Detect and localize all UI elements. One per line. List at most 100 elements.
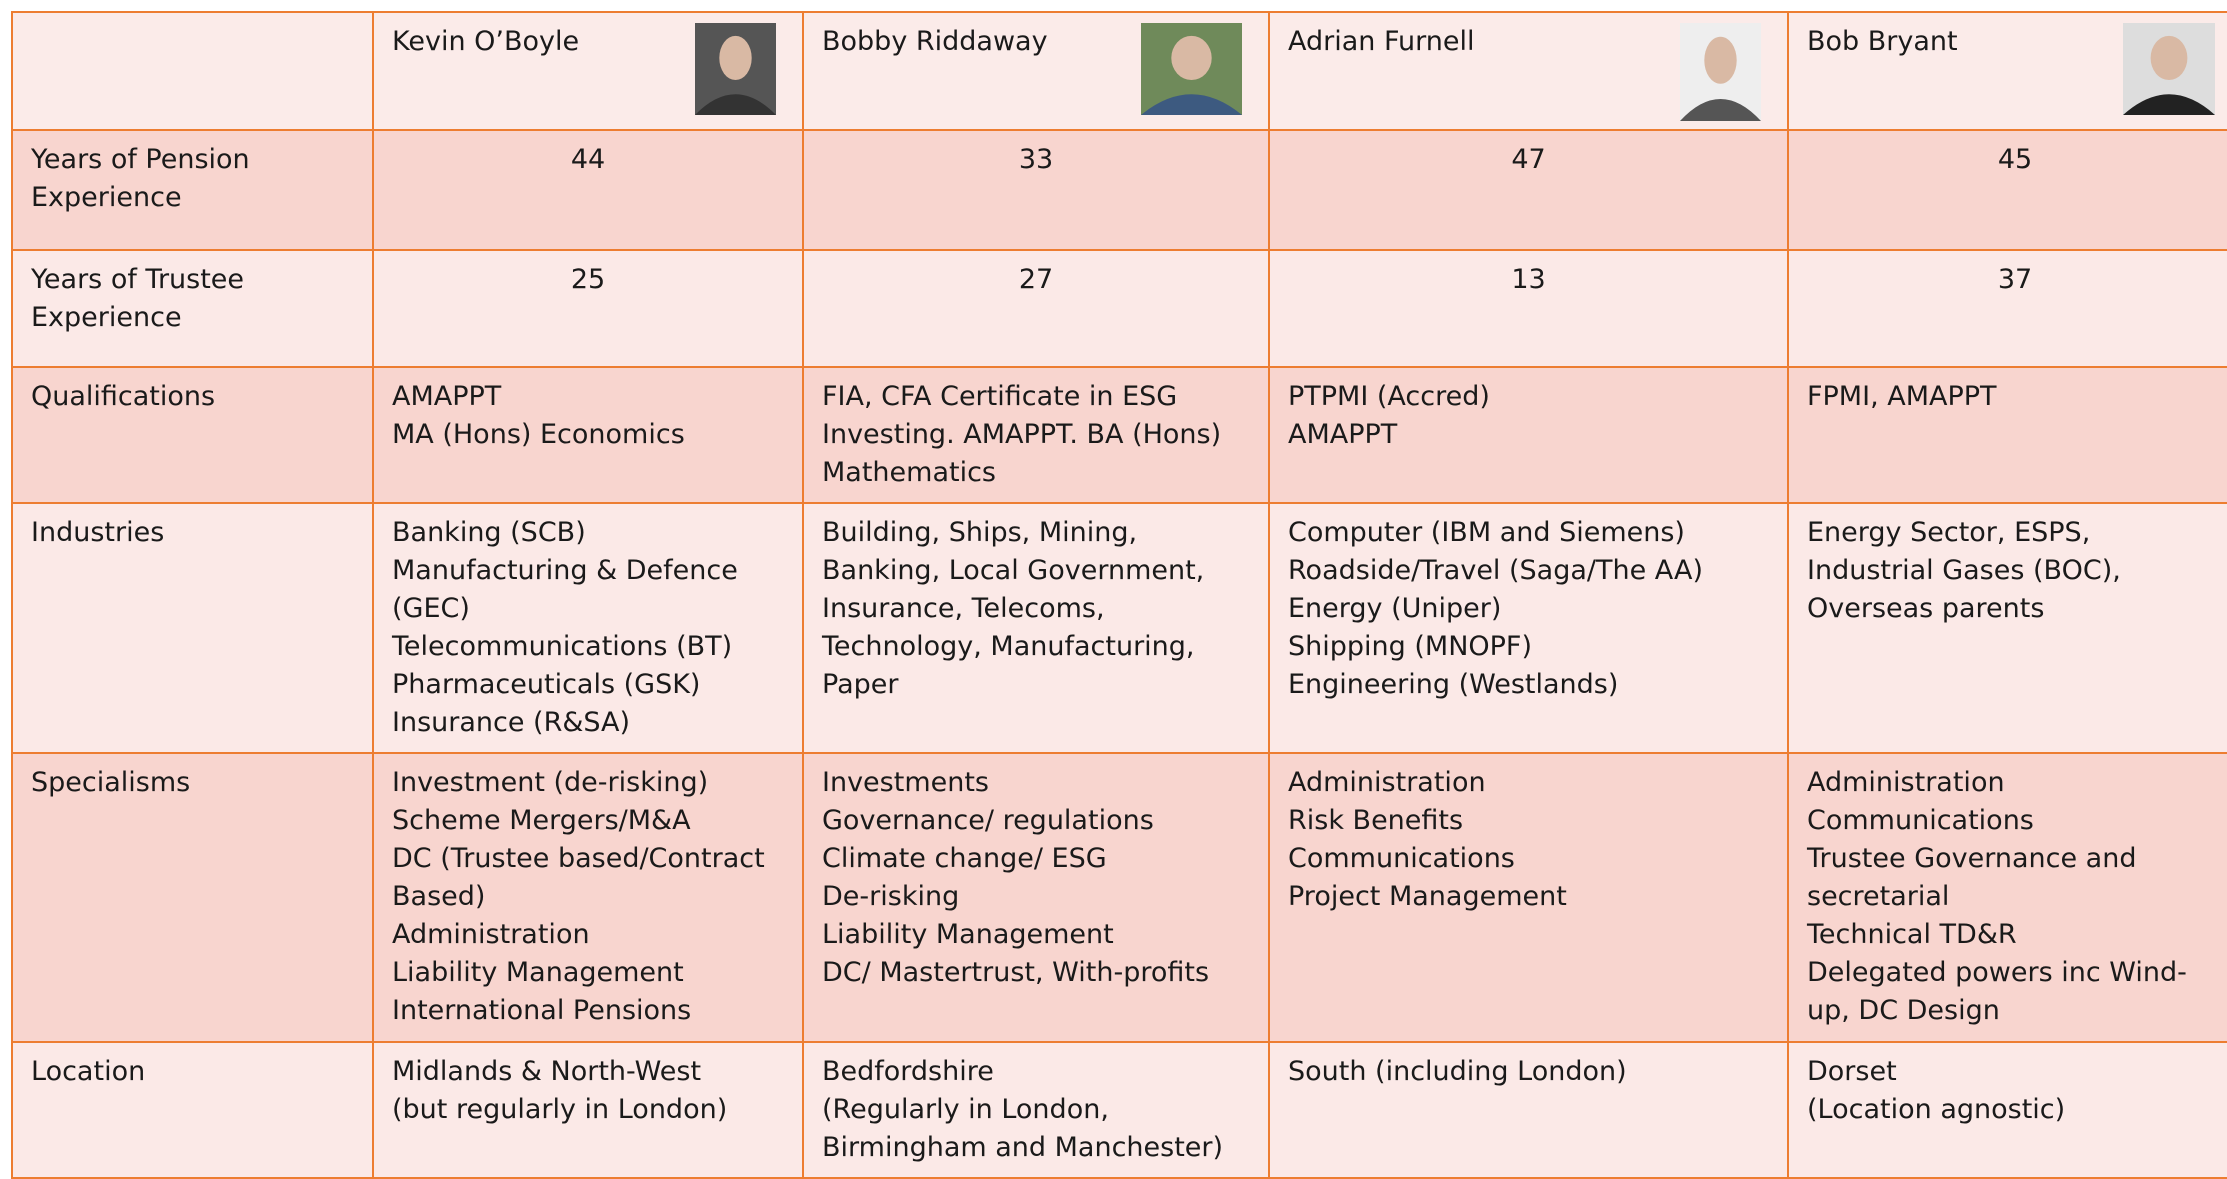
cell-line: Manufacturing & Defence (GEC): [392, 555, 738, 624]
member-header: Bobby Riddaway: [802, 11, 1270, 131]
cell-line: Trustee Governance and secretarial: [1807, 843, 2137, 912]
cell: 25: [372, 249, 804, 368]
cell-number: 44: [570, 144, 606, 175]
cell-line: DC/ Mastertrust, With-profits: [822, 957, 1210, 988]
photo: [695, 23, 776, 115]
cell: 45: [1787, 129, 2227, 251]
cell-line: Investment (de-risking): [392, 767, 709, 798]
cell: 27: [802, 249, 1270, 368]
table-row: Qualifications AMAPPT MA (Hons) Economics F…: [11, 366, 2227, 504]
cell: 37: [1787, 249, 2227, 368]
table-wrap: Kevin O’Boyle Bobby Riddaway Adrian Furnel…: [11, 11, 2227, 1179]
row-label: Specialisms: [11, 752, 374, 1043]
cell-line: Technical TD&R: [1807, 919, 2017, 950]
cell-line: Investments: [822, 767, 989, 798]
table-row: Specialisms Investment (de-risking) Scheme…: [11, 752, 2227, 1043]
cell-number: 33: [1018, 144, 1054, 175]
cell-number: 37: [1997, 264, 2033, 295]
cell: FIA, CFA Certificate in ESG Investing. A…: [802, 366, 1270, 504]
row-label: Location: [11, 1041, 374, 1179]
cell: Computer (IBM and Siemens) Roadside/Trave…: [1268, 502, 1789, 754]
cell-line: (but regularly in London): [392, 1094, 728, 1125]
header-row: Kevin O’Boyle Bobby Riddaway Adrian Furnel…: [11, 11, 2227, 131]
cell: Dorset (Location agnostic): [1787, 1041, 2227, 1179]
cell: Investment (de-risking) Scheme Mergers/M&…: [372, 752, 804, 1043]
cell-line: International Pensions: [392, 995, 692, 1026]
cell-line: AMAPPT: [1288, 419, 1398, 450]
cell-line: Shipping (MNOPF): [1288, 631, 1532, 662]
cell: Administration Risk Benefits Communication…: [1268, 752, 1789, 1043]
cell-line: De-risking: [822, 881, 960, 912]
cell-line: Liability Management: [822, 919, 1114, 950]
cell-line: Communications: [1807, 805, 2034, 836]
cell: Banking (SCB) Manufacturing & Defence (GE…: [372, 502, 804, 754]
cell: Investments Governance/ regulations Climat…: [802, 752, 1270, 1043]
cell-line: Governance/ regulations: [822, 805, 1154, 836]
cell-line: FIA, CFA Certificate in ESG Investing. A…: [822, 381, 1222, 488]
table-row: Industries Banking (SCB) Manufacturing & D…: [11, 502, 2227, 754]
cell-line: Banking (SCB): [392, 517, 586, 548]
cell-line: DC (Trustee based/Contract Based): [392, 843, 765, 912]
cell-line: Computer (IBM and Siemens): [1288, 517, 1685, 548]
cell-line: Bedfordshire: [822, 1056, 994, 1087]
trustee-table: Kevin O’Boyle Bobby Riddaway Adrian Furnel…: [11, 11, 2227, 1179]
cell: PTPMI (Accred) AMAPPT: [1268, 366, 1789, 504]
member-header: Bob Bryant: [1787, 11, 2227, 131]
cell-number: 27: [1018, 264, 1054, 295]
cell-line: Administration: [392, 919, 590, 950]
cell-line: Risk Benefits: [1288, 805, 1464, 836]
cell: 47: [1268, 129, 1789, 251]
row-label: Industries: [11, 502, 374, 754]
cell-line: Insurance (R&SA): [392, 707, 631, 738]
cell-line: Dorset: [1807, 1056, 1897, 1087]
row-label: Qualifications: [11, 366, 374, 504]
cell-line: South (including London): [1288, 1056, 1627, 1087]
row-label: Years of Trustee Experience: [11, 249, 374, 368]
cell: South (including London): [1268, 1041, 1789, 1179]
cell-line: Administration: [1807, 767, 2005, 798]
cell-line: FPMI, AMAPPT: [1807, 381, 1997, 412]
cell-line: Midlands & North-West: [392, 1056, 702, 1087]
cell-line: AMAPPT: [392, 381, 502, 412]
cell-number: 13: [1511, 264, 1546, 295]
table-row: Location Midlands & North-West (but regula…: [11, 1041, 2227, 1179]
member-name: Adrian Furnell: [1288, 26, 1475, 57]
cell-line: Telecommunications (BT): [392, 631, 733, 662]
cell-line: Energy (Uniper): [1288, 593, 1502, 624]
cell-number: 25: [570, 264, 606, 295]
corner-cell: [11, 11, 374, 131]
cell-line: Engineering (Westlands): [1288, 669, 1619, 700]
cell: FPMI, AMAPPT: [1787, 366, 2227, 504]
cell-line: Climate change/ ESG: [822, 843, 1107, 874]
member-name: Bob Bryant: [1807, 26, 1958, 57]
table-row: Years of Trustee Experience 25 27 13 37: [11, 249, 2227, 368]
member-header: Kevin O’Boyle: [372, 11, 804, 131]
member-header: Adrian Furnell: [1268, 11, 1789, 131]
cell: 44: [372, 129, 804, 251]
photo: [1141, 23, 1242, 115]
cell-line: Pharmaceuticals (GSK): [392, 669, 701, 700]
cell-line: Energy Sector, ESPS, Industrial Gases (B…: [1807, 517, 2121, 624]
cell: Building, Ships, Mining, Banking, Local …: [802, 502, 1270, 754]
cell: Energy Sector, ESPS, Industrial Gases (B…: [1787, 502, 2227, 754]
table-body: Kevin O’Boyle Bobby Riddaway Adrian Furnel…: [11, 11, 2227, 1179]
photo: [1680, 23, 1761, 121]
cell: Bedfordshire (Regularly in London, Birmin…: [802, 1041, 1270, 1179]
row-label: Years of Pension Experience: [11, 129, 374, 251]
cell-line: Building, Ships, Mining, Banking, Local …: [822, 517, 1205, 700]
cell-line: Project Management: [1288, 881, 1567, 912]
photo: [2123, 23, 2215, 115]
cell: 33: [802, 129, 1270, 251]
cell-line: Communications: [1288, 843, 1515, 874]
cell-line: (Location agnostic): [1807, 1094, 2066, 1125]
cell-line: Administration: [1288, 767, 1486, 798]
cell: 13: [1268, 249, 1789, 368]
member-name: Kevin O’Boyle: [392, 26, 580, 57]
cell-line: MA (Hons) Economics: [392, 419, 685, 450]
cell-line: (Regularly in London, Birmingham and Man…: [822, 1094, 1224, 1163]
cell-line: Scheme Mergers/M&A: [392, 805, 691, 836]
cell: Midlands & North-West (but regularly in L…: [372, 1041, 804, 1179]
cell-line: Delegated powers inc Wind-up, DC Design: [1807, 957, 2187, 1026]
table-row: Years of Pension Experience 44 33 47 45: [11, 129, 2227, 251]
